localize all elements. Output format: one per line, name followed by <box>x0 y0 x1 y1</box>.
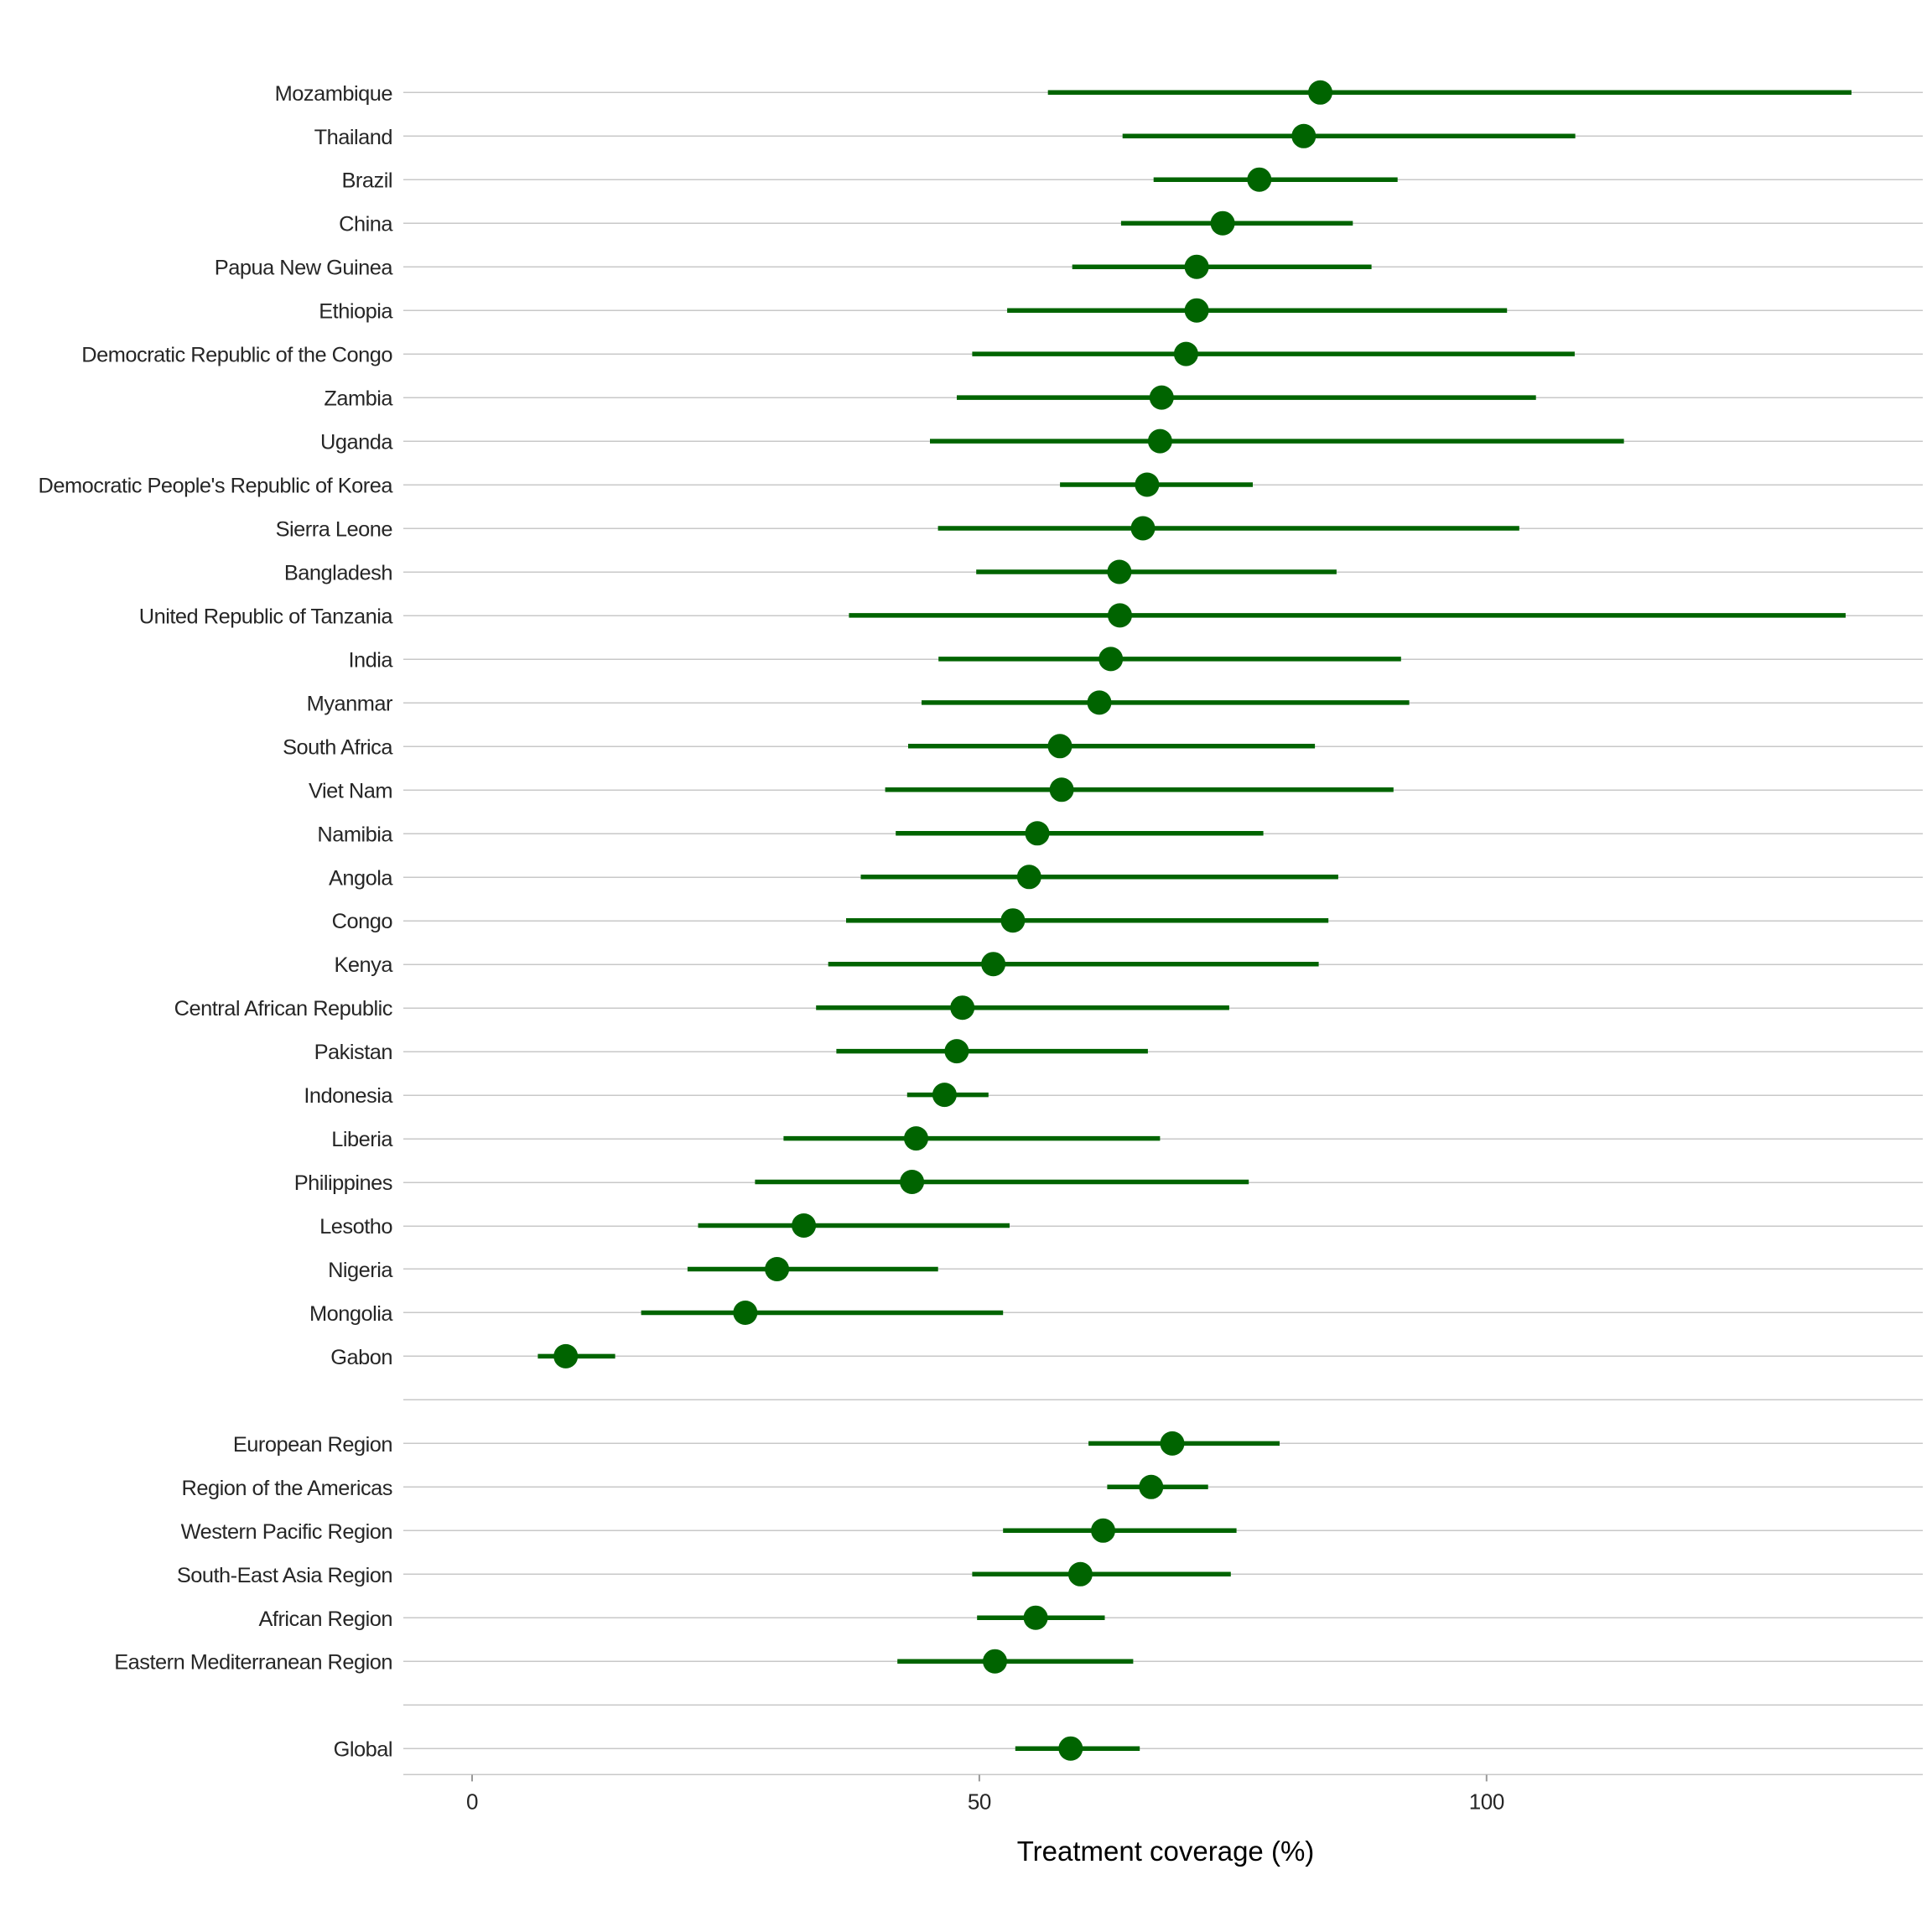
svg-text:Sierra Leone: Sierra Leone <box>276 518 392 542</box>
svg-text:Global: Global <box>334 1738 392 1762</box>
svg-text:Brazil: Brazil <box>342 169 393 193</box>
svg-text:Western Pacific Region: Western Pacific Region <box>181 1520 392 1544</box>
svg-text:Congo: Congo <box>332 910 393 933</box>
svg-text:Mongolia: Mongolia <box>309 1302 393 1326</box>
svg-text:Myanmar: Myanmar <box>307 692 393 715</box>
svg-text:Viet Nam: Viet Nam <box>309 779 392 802</box>
svg-text:Kenya: Kenya <box>335 953 394 977</box>
svg-text:South Africa: South Africa <box>283 735 393 759</box>
svg-text:Bangladesh: Bangladesh <box>284 562 392 585</box>
svg-text:Democratic People's Republic o: Democratic People's Republic of Korea <box>39 475 394 498</box>
svg-text:Philippines: Philippines <box>294 1171 392 1195</box>
svg-text:Region of the Americas: Region of the Americas <box>181 1477 392 1500</box>
svg-text:European Region: European Region <box>233 1433 392 1457</box>
svg-text:South-East Asia Region: South-East Asia Region <box>177 1564 392 1587</box>
svg-text:African Region: African Region <box>258 1607 392 1631</box>
svg-text:Uganda: Uganda <box>320 431 393 454</box>
svg-text:Gabon: Gabon <box>330 1346 392 1369</box>
svg-text:United Republic of Tanzania: United Republic of Tanzania <box>139 605 394 628</box>
svg-text:Zambia: Zambia <box>324 387 393 411</box>
svg-text:0: 0 <box>466 1789 478 1815</box>
svg-text:50: 50 <box>968 1789 991 1815</box>
svg-text:Pakistan: Pakistan <box>314 1041 392 1064</box>
svg-text:China: China <box>339 213 393 236</box>
svg-text:Liberia: Liberia <box>331 1128 393 1151</box>
svg-text:Namibia: Namibia <box>317 823 393 846</box>
svg-text:Mozambique: Mozambique <box>275 82 392 106</box>
svg-text:Nigeria: Nigeria <box>328 1259 393 1282</box>
svg-text:Eastern Mediterranean Region: Eastern Mediterranean Region <box>114 1651 392 1675</box>
svg-text:Democratic Republic of the Con: Democratic Republic of the Congo <box>81 344 392 367</box>
svg-text:Ethiopia: Ethiopia <box>319 300 393 324</box>
svg-text:Lesotho: Lesotho <box>319 1215 392 1239</box>
svg-text:India: India <box>348 648 393 672</box>
svg-text:Indonesia: Indonesia <box>304 1084 393 1108</box>
svg-text:Angola: Angola <box>329 866 393 890</box>
svg-text:100: 100 <box>1469 1789 1504 1815</box>
svg-text:Thailand: Thailand <box>314 126 392 149</box>
svg-text:Papua New Guinea: Papua New Guinea <box>215 257 394 280</box>
svg-text:Treatment coverage (%): Treatment coverage (%) <box>1017 1836 1315 1867</box>
svg-text:Central African Republic: Central African Republic <box>174 997 393 1021</box>
